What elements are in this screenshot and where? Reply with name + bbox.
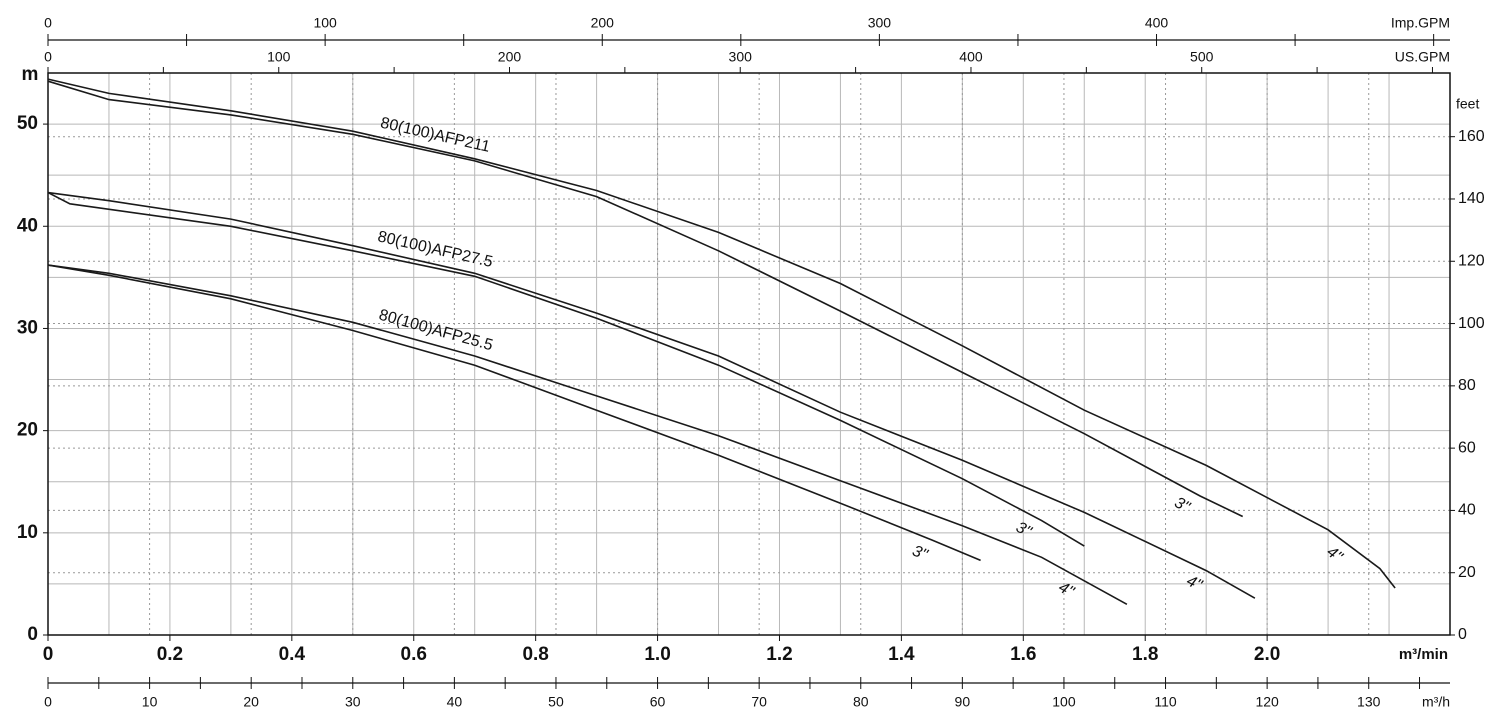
x-tick-label: 0.8 <box>522 644 548 665</box>
bottom-tick-label: 120 <box>1255 694 1279 710</box>
pump-curve <box>47 264 1128 606</box>
x-tick-label: 0.4 <box>279 644 306 665</box>
y-tick-label: 30 <box>17 317 38 338</box>
y2-tick-label: 100 <box>1458 315 1485 332</box>
top-tick-label: 100 <box>267 49 291 65</box>
pump-curve <box>47 264 981 562</box>
y-tick-label: 10 <box>17 522 38 543</box>
x-tick-label: 0.2 <box>157 644 183 665</box>
top-axis-label: Imp.GPM <box>1391 15 1450 31</box>
y-tick-label: 20 <box>17 420 38 441</box>
x-tick-label: 1.4 <box>888 644 915 665</box>
y2-tick-label: 60 <box>1458 439 1476 456</box>
bottom-tick-label: 0 <box>44 694 52 710</box>
y2-axis-label: feet <box>1456 96 1479 112</box>
x-tick-label: 0 <box>43 644 54 665</box>
x-tick-label: 1.2 <box>766 644 792 665</box>
y2-tick-label: 120 <box>1458 252 1485 269</box>
y-tick-label: 50 <box>17 113 38 134</box>
pump-curve <box>47 80 1244 518</box>
top-tick-label: 500 <box>1190 49 1214 65</box>
y2-tick-label: 40 <box>1458 502 1476 519</box>
top-tick-label: 0 <box>44 15 52 31</box>
bottom-tick-label: 130 <box>1357 694 1381 710</box>
y-axis-label: m <box>22 64 39 85</box>
top-axis-label: US.GPM <box>1395 49 1450 65</box>
bottom-tick-label: 90 <box>955 694 971 710</box>
bottom-tick-label: 50 <box>548 694 564 710</box>
bottom-tick-label: 30 <box>345 694 361 710</box>
x-tick-label: 0.6 <box>401 644 427 665</box>
top-tick-label: 200 <box>591 15 615 31</box>
y2-tick-label: 20 <box>1458 564 1476 581</box>
x-tick-label: 2.0 <box>1254 644 1280 665</box>
x-tick-label: 1.6 <box>1010 644 1036 665</box>
bottom-tick-label: 100 <box>1052 694 1076 710</box>
y2-tick-label: 140 <box>1458 190 1485 207</box>
x-tick-label: 1.0 <box>644 644 670 665</box>
bottom-tick-label: 110 <box>1154 694 1177 710</box>
pump-curve <box>47 78 1396 589</box>
top-tick-label: 400 <box>959 49 983 65</box>
bottom-tick-label: 60 <box>650 694 666 710</box>
pump-curve <box>47 191 1256 599</box>
bottom-tick-label: 10 <box>142 694 158 710</box>
bottom-tick-label: 80 <box>853 694 869 710</box>
plot-frame <box>47 72 1451 636</box>
bottom-tick-label: 20 <box>243 694 259 710</box>
top-tick-label: 200 <box>498 49 522 65</box>
x-tick-label: 1.8 <box>1132 644 1158 665</box>
top-tick-label: 300 <box>729 49 753 65</box>
y2-tick-label: 0 <box>1458 626 1467 643</box>
pump-curve <box>47 191 1085 547</box>
bottom-tick-label: 70 <box>751 694 767 710</box>
top-tick-label: 0 <box>44 49 52 65</box>
y-tick-label: 0 <box>27 624 38 645</box>
y-tick-label: 40 <box>17 215 38 236</box>
top-tick-label: 400 <box>1145 15 1169 31</box>
top-tick-label: 300 <box>868 15 892 31</box>
x-axis-label: m³/min <box>1399 646 1448 663</box>
top-tick-label: 100 <box>313 15 337 31</box>
y2-tick-label: 80 <box>1458 377 1476 394</box>
bottom-axis-label: m³/h <box>1422 694 1450 710</box>
bottom-tick-label: 40 <box>447 694 463 710</box>
y2-tick-label: 160 <box>1458 128 1485 145</box>
